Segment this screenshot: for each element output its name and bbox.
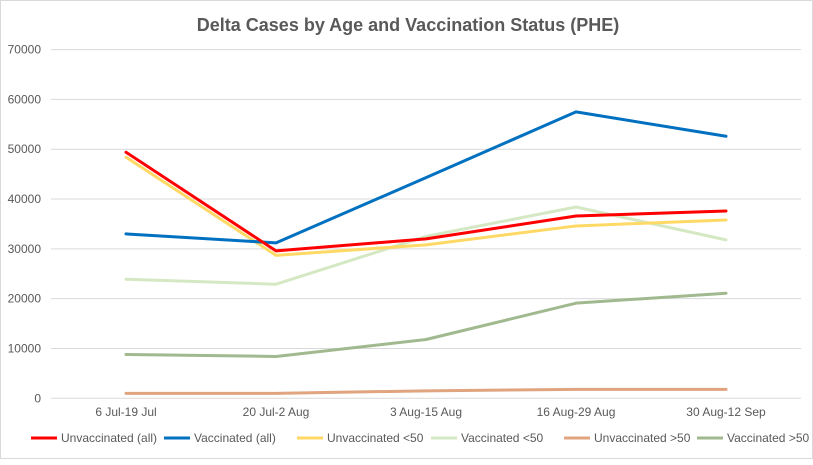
y-tick-label: 10000 bbox=[8, 341, 42, 355]
y-tick-label: 50000 bbox=[8, 142, 42, 156]
legend-item: Unvaccinated <50 bbox=[297, 431, 424, 445]
legend-item: Vaccinated >50 bbox=[697, 431, 809, 445]
series-line-4 bbox=[124, 387, 728, 395]
legend-label: Unvaccinated (all) bbox=[61, 431, 157, 445]
legend-label: Vaccinated (all) bbox=[194, 431, 276, 445]
chart-title: Delta Cases by Age and Vaccination Statu… bbox=[197, 15, 619, 35]
y-tick-label: 60000 bbox=[8, 92, 42, 106]
y-tick-label: 40000 bbox=[8, 192, 42, 206]
legend-label: Unvaccinated >50 bbox=[594, 431, 691, 445]
legend-label: Vaccinated >50 bbox=[727, 431, 809, 445]
series-line-3 bbox=[124, 205, 728, 286]
legend-label: Vaccinated <50 bbox=[461, 431, 543, 445]
series-line-0 bbox=[124, 150, 728, 253]
y-tick-label: 20000 bbox=[8, 292, 42, 306]
y-tick-label: 30000 bbox=[8, 242, 42, 256]
x-tick-label: 20 Jul-2 Aug bbox=[243, 405, 310, 419]
x-tick-label: 3 Aug-15 Aug bbox=[390, 405, 462, 419]
series-line-5 bbox=[124, 291, 728, 358]
legend-item: Unvaccinated >50 bbox=[564, 431, 691, 445]
legend-item: Unvaccinated (all) bbox=[31, 431, 157, 445]
series-line-2 bbox=[124, 155, 728, 257]
y-tick-label: 0 bbox=[34, 391, 41, 405]
legend-item: Vaccinated <50 bbox=[431, 431, 543, 445]
legend-item: Vaccinated (all) bbox=[164, 431, 276, 445]
x-tick-label: 30 Aug-12 Sep bbox=[686, 405, 766, 419]
x-tick-label: 16 Aug-29 Aug bbox=[537, 405, 616, 419]
legend-label: Unvaccinated <50 bbox=[327, 431, 424, 445]
y-tick-label: 70000 bbox=[8, 43, 42, 57]
series-line-1 bbox=[124, 110, 728, 245]
x-tick-label: 6 Jul-19 Jul bbox=[95, 405, 156, 419]
